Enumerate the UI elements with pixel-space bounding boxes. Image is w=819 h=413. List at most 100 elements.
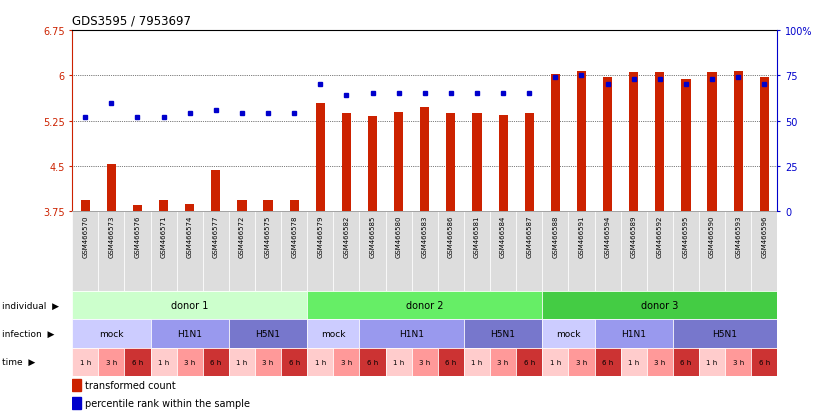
Bar xyxy=(333,211,359,292)
Bar xyxy=(307,211,333,292)
Bar xyxy=(498,115,507,211)
Bar xyxy=(98,348,124,376)
Text: 3 h: 3 h xyxy=(419,359,430,365)
Text: H5N1: H5N1 xyxy=(490,329,515,338)
Text: 6 h: 6 h xyxy=(601,359,613,365)
Bar xyxy=(464,211,490,292)
Bar xyxy=(255,211,281,292)
Bar xyxy=(541,292,776,320)
Text: 3 h: 3 h xyxy=(341,359,351,365)
Text: donor 2: donor 2 xyxy=(405,301,443,311)
Text: GSM466583: GSM466583 xyxy=(421,215,428,257)
Bar xyxy=(394,112,403,211)
Text: 1 h: 1 h xyxy=(549,359,560,365)
Text: 6 h: 6 h xyxy=(366,359,378,365)
Bar xyxy=(411,348,437,376)
Bar xyxy=(72,292,307,320)
Bar xyxy=(750,211,776,292)
Text: mock: mock xyxy=(99,329,124,338)
Bar xyxy=(515,348,541,376)
Text: GDS3595 / 7953697: GDS3595 / 7953697 xyxy=(72,14,191,27)
Bar xyxy=(229,348,255,376)
Text: 6 h: 6 h xyxy=(445,359,456,365)
Text: 1 h: 1 h xyxy=(392,359,404,365)
Bar xyxy=(733,72,742,211)
Bar xyxy=(307,292,541,320)
Text: GSM466596: GSM466596 xyxy=(760,215,767,257)
Text: infection  ▶: infection ▶ xyxy=(2,329,54,338)
Text: GSM466584: GSM466584 xyxy=(500,215,505,257)
Text: mock: mock xyxy=(321,329,345,338)
Text: GSM466575: GSM466575 xyxy=(265,215,271,257)
Text: 3 h: 3 h xyxy=(654,359,665,365)
Bar xyxy=(568,211,594,292)
Bar xyxy=(263,201,272,211)
Text: H1N1: H1N1 xyxy=(399,329,423,338)
Bar xyxy=(255,348,281,376)
Bar xyxy=(464,348,490,376)
Text: GSM466578: GSM466578 xyxy=(291,215,296,257)
Bar xyxy=(568,348,594,376)
Bar xyxy=(446,114,455,211)
Text: H5N1: H5N1 xyxy=(256,329,280,338)
Text: 3 h: 3 h xyxy=(106,359,117,365)
Text: H1N1: H1N1 xyxy=(621,329,645,338)
Text: donor 1: donor 1 xyxy=(171,301,208,311)
Bar xyxy=(72,348,98,376)
Bar xyxy=(333,348,359,376)
Bar xyxy=(106,165,115,211)
Bar xyxy=(98,211,124,292)
Bar xyxy=(185,204,194,211)
Text: GSM466570: GSM466570 xyxy=(82,215,88,257)
Text: 6 h: 6 h xyxy=(523,359,534,365)
Bar xyxy=(72,320,151,348)
Text: GSM466574: GSM466574 xyxy=(187,215,192,257)
Text: GSM466586: GSM466586 xyxy=(447,215,454,257)
Text: donor 3: donor 3 xyxy=(640,301,677,311)
Bar xyxy=(151,348,176,376)
Text: transformed count: transformed count xyxy=(84,380,175,390)
Bar xyxy=(237,200,247,211)
Bar xyxy=(646,211,672,292)
Text: GSM466590: GSM466590 xyxy=(708,215,714,257)
Bar xyxy=(315,103,324,211)
Bar xyxy=(724,348,750,376)
Bar xyxy=(176,348,202,376)
Bar xyxy=(307,320,359,348)
Text: 6 h: 6 h xyxy=(680,359,690,365)
Text: GSM466579: GSM466579 xyxy=(317,215,323,257)
Bar xyxy=(628,74,637,211)
Bar xyxy=(594,348,620,376)
Bar xyxy=(594,211,620,292)
Bar xyxy=(202,348,229,376)
Bar xyxy=(541,348,568,376)
Bar xyxy=(151,211,176,292)
Bar xyxy=(698,211,724,292)
Text: GSM466571: GSM466571 xyxy=(161,215,166,257)
Text: H1N1: H1N1 xyxy=(177,329,202,338)
Bar xyxy=(672,320,776,348)
Bar xyxy=(176,211,202,292)
Text: individual  ▶: individual ▶ xyxy=(2,301,59,310)
Text: GSM466595: GSM466595 xyxy=(682,215,688,257)
Bar xyxy=(359,211,385,292)
Bar xyxy=(672,348,698,376)
Text: GSM466592: GSM466592 xyxy=(656,215,662,257)
Bar xyxy=(368,116,377,211)
Text: 1 h: 1 h xyxy=(627,359,639,365)
Text: GSM466587: GSM466587 xyxy=(526,215,532,257)
Bar xyxy=(72,397,80,409)
Bar xyxy=(515,211,541,292)
Text: 1 h: 1 h xyxy=(471,359,482,365)
Bar xyxy=(724,211,750,292)
Bar xyxy=(490,211,515,292)
Bar xyxy=(80,200,89,211)
Text: 1 h: 1 h xyxy=(706,359,717,365)
Text: GSM466585: GSM466585 xyxy=(369,215,375,257)
Text: 6 h: 6 h xyxy=(758,359,769,365)
Text: GSM466591: GSM466591 xyxy=(577,215,584,257)
Bar xyxy=(385,211,411,292)
Bar xyxy=(124,211,151,292)
Bar xyxy=(202,211,229,292)
Bar xyxy=(759,78,768,211)
